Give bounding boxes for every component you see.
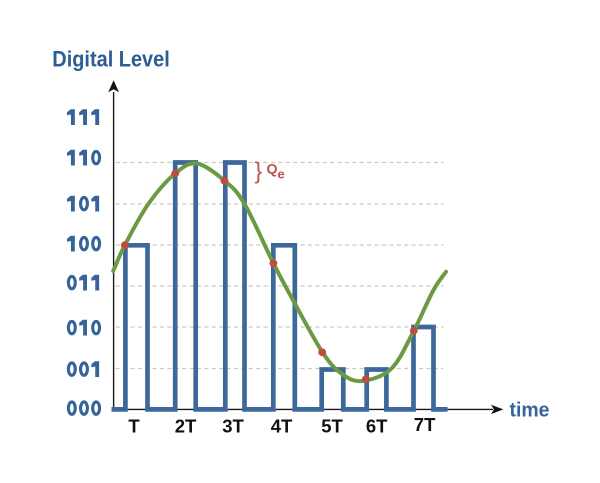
svg-text:Digital Level: Digital Level [52,47,170,72]
svg-text:}: } [255,157,263,183]
svg-text:5T: 5T [321,415,343,436]
svg-text:6T: 6T [366,415,388,436]
svg-text:e: e [278,167,285,182]
svg-text:Q: Q [267,162,278,178]
svg-text:7T: 7T [414,414,436,435]
svg-text:T: T [128,415,140,436]
svg-text:3T: 3T [222,415,244,436]
svg-text:time: time [510,400,550,422]
svg-text:4T: 4T [271,415,293,436]
svg-text:2T: 2T [175,415,197,436]
